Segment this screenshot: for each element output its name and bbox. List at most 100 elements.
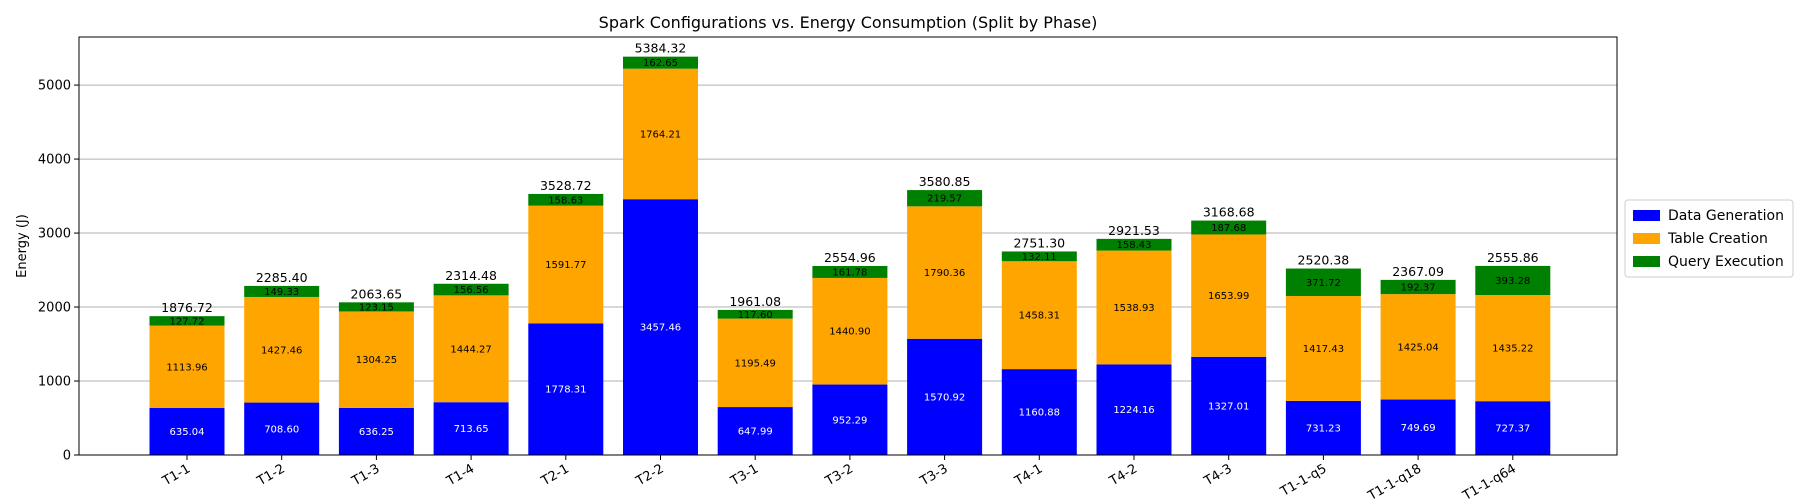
bar-segment-table-creation — [1096, 250, 1172, 365]
bar-segment-table-creation — [149, 325, 225, 409]
bar-total-label: 2063.65 — [351, 286, 403, 301]
x-tick-label: T1-1 — [159, 461, 193, 489]
x-tick-label: T3-3 — [917, 461, 951, 489]
segment-value-label: 1778.31 — [545, 385, 586, 396]
x-tick-label: T1-1-q5 — [1277, 461, 1329, 500]
bar-segment-query-execution — [812, 265, 888, 278]
bar-segment-data-generation — [1285, 400, 1361, 455]
segment-value-label: 1425.04 — [1397, 342, 1438, 353]
x-tick-label: T4-1 — [1012, 461, 1046, 489]
bar-total-label: 2285.40 — [256, 270, 308, 285]
y-tick-label: 5000 — [38, 79, 71, 94]
y-axis-label: Energy (J) — [15, 214, 30, 278]
total-labels: 1876.72 2285.40 2063.65 2314.48 3528.72 5384.… — [161, 41, 1539, 316]
x-tick-label: T3-2 — [822, 461, 856, 489]
bar-segment-query-execution — [1475, 265, 1551, 296]
bar-total-label: 2520.38 — [1298, 253, 1350, 268]
bar-segment-data-generation — [812, 384, 888, 455]
y-axis-ticks: 0 1000 2000 3000 4000 5000 — [38, 79, 79, 464]
bar-segment-table-creation — [1001, 261, 1077, 370]
segment-value-label: 647.99 — [738, 427, 773, 438]
bar-segment-table-creation — [1475, 295, 1551, 402]
bar-segment-query-execution — [1096, 238, 1172, 251]
chart-title: Spark Configurations vs. Energy Consumpt… — [599, 13, 1098, 32]
bar-segment-table-creation — [338, 311, 414, 408]
legend-swatch — [1633, 256, 1660, 267]
bar-total-label: 3528.72 — [540, 178, 592, 193]
bar-total-label: 5384.32 — [635, 41, 687, 56]
segment-value-label: 219.57 — [927, 194, 962, 205]
segment-value-label: 1653.99 — [1208, 291, 1249, 302]
segment-value-label: 952.29 — [832, 415, 867, 426]
bar-segment-query-execution — [1191, 220, 1267, 235]
x-tick-label: T2-1 — [538, 461, 572, 489]
bar-total-label: 2367.09 — [1392, 264, 1444, 279]
segment-value-label: 1427.46 — [261, 345, 302, 356]
segment-value-label: 1160.88 — [1019, 408, 1060, 419]
bar-segment-table-creation — [1191, 234, 1267, 357]
plot-frame — [78, 36, 1618, 456]
bar-segment-query-execution — [149, 316, 225, 326]
segment-value-label: 132.11 — [1022, 252, 1057, 263]
x-tick-label: T1-1-q18 — [1365, 461, 1424, 500]
bar-segment-data-generation — [1475, 401, 1551, 455]
x-tick-label: T4-2 — [1106, 461, 1140, 489]
bar-segment-data-generation — [338, 407, 414, 455]
segment-value-label: 1444.27 — [450, 344, 491, 355]
bar-segment-query-execution — [244, 285, 320, 297]
bar-segment-query-execution — [338, 302, 414, 312]
bar-total-label: 2921.53 — [1108, 223, 1160, 238]
segment-value-label: 1417.43 — [1303, 344, 1344, 355]
legend: Data Generation Table Creation Query Execu… — [1624, 199, 1794, 278]
segment-value-label: 158.63 — [548, 195, 583, 206]
legend-box — [1624, 199, 1794, 278]
segment-value-label: 731.23 — [1306, 423, 1341, 434]
segment-value-label: 1327.01 — [1208, 401, 1249, 412]
segment-value-label: 162.65 — [643, 58, 678, 69]
segment-value-label: 156.56 — [454, 285, 489, 296]
bar-segment-data-generation — [1380, 399, 1456, 455]
bar-total-label: 1961.08 — [729, 294, 781, 309]
segment-value-label: 1538.93 — [1113, 303, 1154, 314]
segment-value-label: 1195.49 — [735, 358, 776, 369]
x-tick-label: T2-2 — [633, 461, 667, 489]
y-tick-label: 4000 — [38, 153, 71, 168]
segment-value-label: 127.72 — [170, 316, 205, 327]
bar-segment-data-generation — [717, 407, 793, 455]
bar-segment-query-execution — [1380, 279, 1456, 295]
bar-total-label: 2314.48 — [445, 268, 497, 283]
bar-segment-table-creation — [907, 206, 983, 339]
legend-label: Query Execution — [1668, 254, 1784, 270]
bar-segment-data-generation — [149, 408, 225, 455]
segment-value-label: 749.69 — [1401, 423, 1436, 434]
bar-total-label: 3580.85 — [919, 174, 971, 189]
bar-total-label: 2554.96 — [824, 250, 876, 265]
x-tick-label: T1-4 — [443, 461, 477, 489]
bar-segment-table-creation — [717, 318, 793, 408]
bar-segment-query-execution — [717, 309, 793, 319]
segment-value-label: 636.25 — [359, 427, 394, 438]
bar-segment-table-creation — [623, 68, 698, 200]
segment-value-label: 371.72 — [1306, 278, 1341, 289]
x-tick-label: T4-3 — [1201, 461, 1235, 489]
legend-swatch — [1633, 210, 1660, 221]
segment-value-label: 1570.92 — [924, 392, 965, 403]
segment-value-label: 1764.21 — [640, 129, 681, 140]
segment-value-label: 158.43 — [1117, 240, 1152, 251]
bar-total-label: 2555.86 — [1487, 250, 1539, 265]
legend-swatch — [1633, 233, 1660, 244]
bar-segment-query-execution — [907, 190, 983, 207]
x-tick-label: T1-3 — [349, 461, 383, 489]
y-tick-label: 2000 — [38, 301, 71, 316]
bar-segment-table-creation — [1380, 294, 1456, 400]
segment-value-label: 117.60 — [738, 310, 773, 321]
bar-segment-table-creation — [433, 295, 509, 403]
bar-segment-query-execution — [1285, 268, 1361, 297]
segment-value-label: 1440.90 — [829, 327, 870, 338]
segment-value-label: 708.60 — [264, 424, 299, 435]
segment-labels: 635.04 1113.96 127.72 708.60 1427.46 149.33 63… — [166, 58, 1533, 438]
bar-segment-data-generation — [1191, 356, 1267, 455]
segment-value-label: 192.37 — [1401, 282, 1436, 293]
bar-total-label: 1876.72 — [161, 300, 213, 315]
